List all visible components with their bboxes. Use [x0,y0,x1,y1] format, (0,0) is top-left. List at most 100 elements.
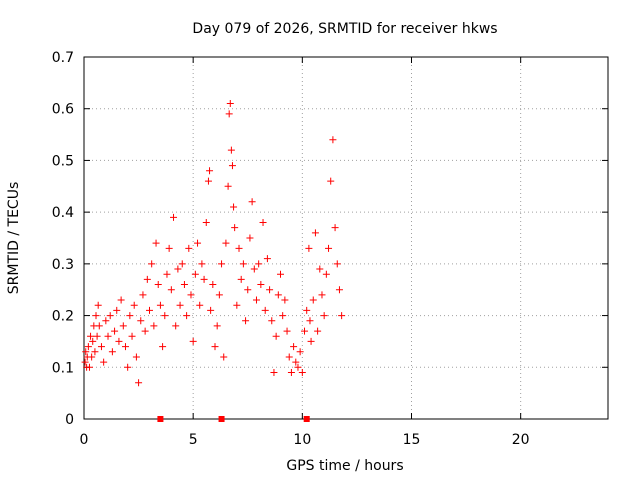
x-tick-label: 20 [512,432,530,448]
data-point [139,291,147,299]
x-tick-label: 15 [403,432,421,448]
gap-marker [157,416,164,422]
data-point [102,317,110,325]
gridlines [84,57,608,419]
data-point [281,296,289,304]
data-point [325,244,333,252]
data-point [100,358,108,366]
data-point [115,337,123,345]
x-tick-label: 5 [189,432,198,448]
y-tick-label: 0.4 [52,205,74,221]
data-point [82,348,90,356]
y-tick-label: 0.1 [52,360,74,376]
data-point [150,322,158,330]
data-point [117,296,125,304]
data-point [298,368,306,376]
data-point [226,100,234,108]
y-tick-label: 0.7 [52,50,74,66]
data-point [228,162,236,170]
data-point [292,358,300,366]
data-point [163,270,171,278]
data-point [307,337,315,345]
data-point [261,306,269,314]
plot-frame [83,56,609,420]
data-point [91,348,99,356]
data-point [257,281,265,289]
data-point [135,379,143,387]
data-point [294,363,302,371]
data-point [248,198,256,206]
data-point [156,301,164,309]
data-point [159,343,167,351]
axis-ticks: 0 0.1 0.2 0.3 0.4 0.5 0.6 0.7 0 5 10 15 20 [52,50,608,448]
data-point [222,239,230,247]
data-point [108,348,116,356]
data-point [327,177,335,185]
data-point [183,312,191,320]
data-point [213,322,221,330]
data-point [266,286,274,294]
y-tick-label: 0 [65,412,74,428]
data-point [178,260,186,268]
data-point [259,218,267,226]
data-point [119,322,127,330]
y-tick-label: 0.5 [52,153,74,169]
data-point [329,136,337,144]
data-point [316,265,324,273]
data-point [218,260,226,268]
gap-marker [218,416,225,422]
y-tick-label: 0.6 [52,102,74,118]
data-point [320,312,328,320]
data-point [233,301,241,309]
data-point [200,275,208,283]
data-point [237,275,245,283]
data-point [128,332,136,340]
chart-title: Day 079 of 2026, SRMTID for receiver hkw… [192,21,497,37]
data-point [152,239,160,247]
gap-markers [157,416,310,422]
data-point [242,317,250,325]
data-point [231,224,239,232]
data-point [333,260,341,268]
data-point [141,327,149,335]
data-point [207,306,215,314]
y-tick-label: 0.2 [52,309,74,325]
data-point [92,312,100,320]
data-point [81,358,89,366]
data-point [277,270,284,278]
data-point [185,244,193,252]
data-point [172,322,180,330]
data-point [104,332,112,340]
data-point [272,332,280,340]
x-tick-label: 0 [80,432,89,448]
data-point [274,291,282,299]
data-point [322,270,330,278]
data-point [211,343,219,351]
data-point [88,353,96,361]
data-point [306,317,314,325]
data-point [130,301,138,309]
data-point [165,244,173,252]
data-point [224,182,232,190]
data-point [318,291,326,299]
data-point [255,260,263,268]
data-point [335,286,343,294]
y-axis-label: SRMTID / TECUs [6,182,22,295]
data-point [287,368,295,376]
data-point [204,177,212,185]
data-point [252,296,260,304]
data-point [89,337,97,345]
data-point [206,167,214,175]
data-point [202,218,210,226]
data-point [154,281,162,289]
data-point [85,363,93,371]
y-tick-label: 0.3 [52,257,74,273]
data-point [143,275,151,283]
data-point [111,327,119,335]
data-point [167,286,175,294]
data-point [189,337,197,345]
data-point [220,353,228,361]
data-point [170,213,178,221]
data-point [93,332,101,340]
data-point [283,327,291,335]
